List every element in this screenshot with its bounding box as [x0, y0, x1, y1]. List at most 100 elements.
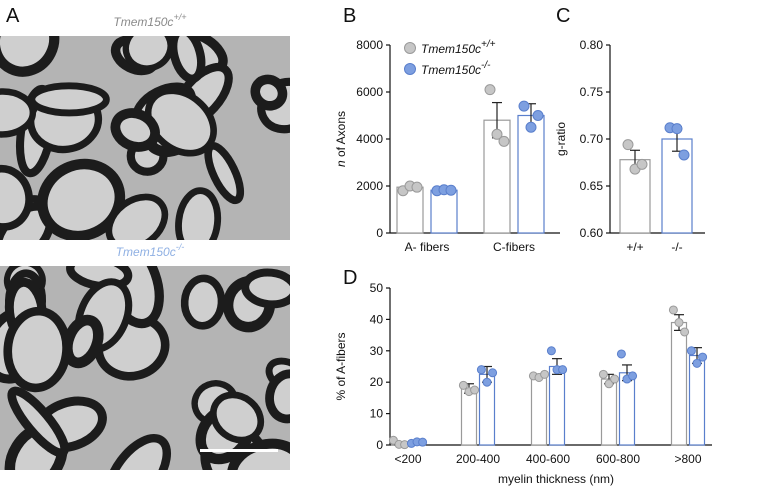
- data-point: [636, 158, 648, 170]
- y-tick-label: 0.80: [580, 38, 604, 52]
- data-point: [678, 149, 690, 161]
- axon: [180, 274, 226, 330]
- y-axis-label: % of A-fibers: [334, 332, 348, 400]
- x-tick-label: 200-400: [456, 452, 500, 466]
- y-axis-label: g-ratio: [554, 122, 568, 156]
- axon: [175, 187, 222, 240]
- data-point: [445, 184, 457, 196]
- data-point: [411, 181, 423, 193]
- data-point: [476, 365, 486, 375]
- y-tick-label: 4000: [356, 132, 383, 146]
- micrograph: [0, 36, 290, 240]
- data-point: [491, 128, 503, 140]
- data-point: [671, 123, 683, 135]
- y-tick-label: 30: [370, 344, 384, 358]
- y-tick-label: 0.75: [580, 85, 604, 99]
- data-point: [482, 377, 492, 387]
- y-tick-label: 40: [370, 312, 384, 326]
- data-point: [498, 135, 510, 147]
- axon: [204, 142, 245, 205]
- bar: [670, 321, 688, 446]
- x-tick-label: <200: [394, 452, 421, 466]
- data-point: [525, 121, 537, 133]
- axon: [104, 433, 172, 470]
- data-point: [532, 110, 544, 121]
- x-tick-label: +/+: [626, 240, 643, 254]
- axon: [265, 369, 290, 424]
- y-tick-label: 20: [370, 375, 384, 389]
- x-tick-label: C-fibers: [493, 240, 535, 254]
- data-point: [628, 371, 638, 381]
- axon: [250, 74, 288, 111]
- legend-marker: [404, 42, 416, 54]
- y-axis-label: n of Axons: [334, 111, 348, 167]
- axon: [122, 36, 174, 72]
- data-point: [616, 349, 626, 359]
- legend-sup: +/+: [481, 39, 496, 50]
- axon: [110, 108, 160, 152]
- panel-label: B: [343, 5, 356, 27]
- panel-label: A: [6, 5, 20, 27]
- tissue: [0, 36, 290, 240]
- y-tick-label: 8000: [356, 38, 383, 52]
- y-tick-label: 6000: [356, 85, 383, 99]
- bar: [530, 375, 548, 446]
- y-tick-label: 0.70: [580, 132, 604, 146]
- axon: [210, 391, 265, 444]
- label-main: Tmem150c: [116, 245, 176, 259]
- x-tick-label: >800: [674, 452, 701, 466]
- x-tick-label: A- fibers: [405, 240, 450, 254]
- x-tick-label: 400-600: [526, 452, 570, 466]
- data-point: [518, 100, 530, 112]
- y-axis-label-text: % of A-fibers: [334, 332, 348, 400]
- data-point: [686, 346, 696, 356]
- y-tick-label: 2000: [356, 179, 383, 193]
- y-tick-label: 10: [370, 407, 384, 421]
- bar: [600, 378, 618, 446]
- x-axis-label: myelin thickness (nm): [498, 472, 614, 486]
- data-point: [604, 379, 614, 389]
- axon: [105, 193, 169, 240]
- legend-marker: [404, 63, 416, 75]
- data-point: [540, 369, 550, 379]
- axon: [0, 88, 37, 138]
- data-point: [668, 305, 678, 315]
- micrograph-label: Tmem150c+/+: [113, 12, 186, 29]
- data-point: [698, 352, 708, 362]
- tissue: [0, 266, 290, 470]
- data-point: [484, 84, 496, 96]
- axon: [227, 438, 290, 470]
- axon: [168, 36, 206, 83]
- data-point: [680, 327, 690, 337]
- bar: [430, 189, 458, 234]
- label-sup: -/-: [176, 242, 185, 252]
- legend-name: Tmem150c: [421, 42, 481, 56]
- data-point: [418, 437, 428, 447]
- y-tick-label: 0.65: [580, 179, 604, 193]
- panel-label: D: [343, 267, 357, 289]
- axon: [7, 386, 69, 458]
- legend-label: Tmem150c-/-: [421, 60, 491, 77]
- data-point: [610, 374, 620, 384]
- bar: [618, 372, 636, 446]
- y-axis-label-text: of Axons: [334, 111, 348, 160]
- data-point: [558, 365, 568, 375]
- data-point: [546, 346, 556, 356]
- legend-label: Tmem150c+/+: [421, 39, 496, 56]
- micrographs: [0, 36, 290, 470]
- data-point: [470, 385, 480, 395]
- bar: [517, 114, 545, 234]
- legend-sup: -/-: [481, 60, 491, 71]
- data-point: [622, 139, 634, 151]
- x-tick-label: -/-: [671, 240, 682, 254]
- bar: [460, 387, 478, 446]
- axon: [28, 82, 110, 117]
- y-tick-label: 0.60: [580, 226, 604, 240]
- y-tick-label: 50: [370, 281, 384, 295]
- axon: [3, 306, 71, 393]
- y-axis-label-var: n: [334, 160, 348, 167]
- y-axis-label-text: g-ratio: [554, 122, 568, 156]
- legend-name: Tmem150c: [421, 63, 481, 77]
- x-tick-label: 600-800: [596, 452, 640, 466]
